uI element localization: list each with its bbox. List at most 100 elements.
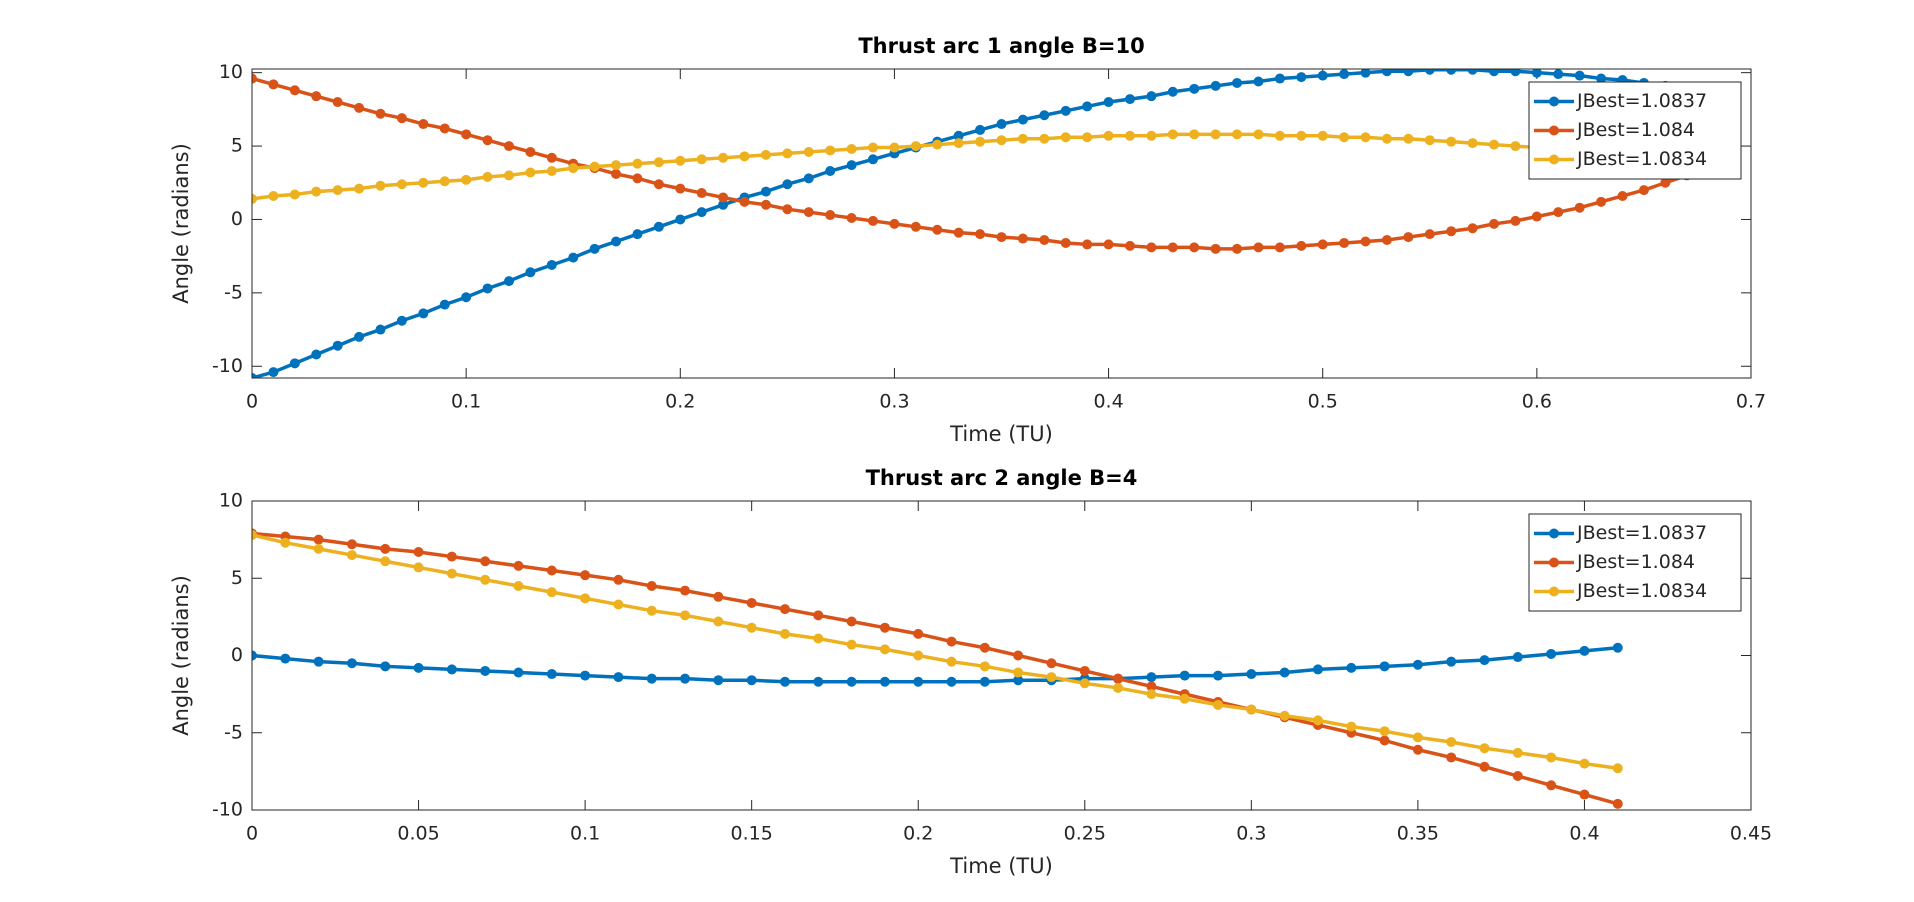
data-point — [646, 580, 657, 591]
data-point — [589, 243, 600, 254]
data-point — [418, 119, 429, 130]
data-point — [632, 173, 643, 184]
data-point — [311, 186, 322, 197]
legend-marker — [1549, 557, 1559, 568]
data-point — [311, 91, 322, 102]
x-tick-label: 0.35 — [1397, 823, 1439, 845]
data-point — [1446, 69, 1457, 75]
data-point — [1317, 130, 1328, 141]
data-point — [461, 292, 472, 303]
y-tick-label: 5 — [231, 567, 243, 589]
data-point — [1013, 675, 1024, 686]
data-point — [1360, 236, 1371, 247]
x-axis-label: Time (TU) — [949, 854, 1053, 878]
data-point — [546, 669, 557, 680]
data-point — [1213, 699, 1224, 710]
data-point — [1617, 190, 1628, 201]
data-point — [480, 574, 491, 585]
plot-area — [252, 501, 1751, 810]
data-point — [1167, 129, 1178, 140]
data-point — [380, 556, 391, 567]
y-tick-label: 10 — [219, 490, 243, 512]
y-tick-label: 0 — [231, 208, 243, 230]
data-point — [910, 221, 921, 232]
data-point — [1467, 69, 1478, 75]
data-point — [1379, 726, 1390, 737]
legend-marker — [1549, 528, 1559, 539]
data-point — [1079, 678, 1090, 689]
data-point — [779, 604, 790, 615]
data-point — [675, 183, 686, 194]
data-point — [1479, 655, 1490, 666]
data-point — [946, 656, 957, 667]
data-point — [1167, 242, 1178, 253]
data-point — [803, 207, 814, 218]
data-point — [996, 232, 1007, 243]
data-point — [760, 149, 771, 160]
data-point — [1596, 196, 1607, 207]
data-point — [1167, 86, 1178, 97]
x-axis-label: Time (TU) — [949, 422, 1053, 446]
data-point — [418, 177, 429, 188]
data-point — [913, 650, 924, 661]
data-point — [1213, 670, 1224, 681]
data-point — [418, 308, 429, 319]
data-point — [760, 186, 771, 197]
data-point — [252, 650, 257, 661]
data-point — [779, 676, 790, 687]
data-point — [653, 179, 664, 190]
data-point — [1512, 652, 1523, 663]
data-point — [446, 568, 457, 579]
data-point — [1546, 780, 1557, 791]
data-point — [979, 676, 990, 687]
data-point — [1510, 69, 1521, 77]
data-point — [1579, 645, 1590, 656]
data-point — [1046, 658, 1057, 669]
legend-label: JBest=1.0837 — [1576, 90, 1707, 112]
data-point — [580, 670, 591, 681]
data-point — [779, 628, 790, 639]
data-point — [879, 622, 890, 633]
data-point — [332, 340, 343, 351]
data-point — [1531, 69, 1542, 78]
data-point — [1381, 133, 1392, 144]
data-point — [913, 628, 924, 639]
data-point — [346, 658, 357, 669]
data-point — [680, 610, 691, 621]
data-point — [746, 675, 757, 686]
data-point — [1060, 237, 1071, 248]
data-point — [680, 673, 691, 684]
y-tick-label: 10 — [219, 61, 243, 83]
data-point — [803, 146, 814, 157]
data-point — [1467, 138, 1478, 149]
data-point — [1346, 662, 1357, 673]
data-point — [680, 585, 691, 596]
data-point — [946, 676, 957, 687]
legend-marker — [1549, 96, 1559, 107]
data-point — [546, 166, 557, 177]
data-point — [868, 154, 879, 165]
data-point — [1660, 177, 1671, 188]
data-point — [613, 574, 624, 585]
data-point — [268, 79, 279, 90]
data-point — [252, 373, 257, 378]
data-point — [354, 331, 365, 342]
data-point — [718, 192, 729, 203]
data-point — [1381, 235, 1392, 246]
data-point — [1232, 129, 1243, 140]
legend: JBest=1.0837 JBest=1.084 JBest=1.0834 — [1528, 81, 1742, 180]
data-point — [1446, 752, 1457, 763]
data-point — [1279, 667, 1290, 678]
data-point — [825, 210, 836, 221]
data-point — [1579, 789, 1590, 800]
data-point — [813, 676, 824, 687]
data-point — [546, 565, 557, 576]
data-point — [613, 599, 624, 610]
data-point — [580, 570, 591, 581]
data-point — [813, 610, 824, 621]
data-point — [289, 358, 300, 369]
data-point — [1446, 737, 1457, 748]
series-line — [252, 533, 1619, 771]
legend-label: JBest=1.0834 — [1576, 580, 1707, 602]
data-point — [1412, 732, 1423, 743]
